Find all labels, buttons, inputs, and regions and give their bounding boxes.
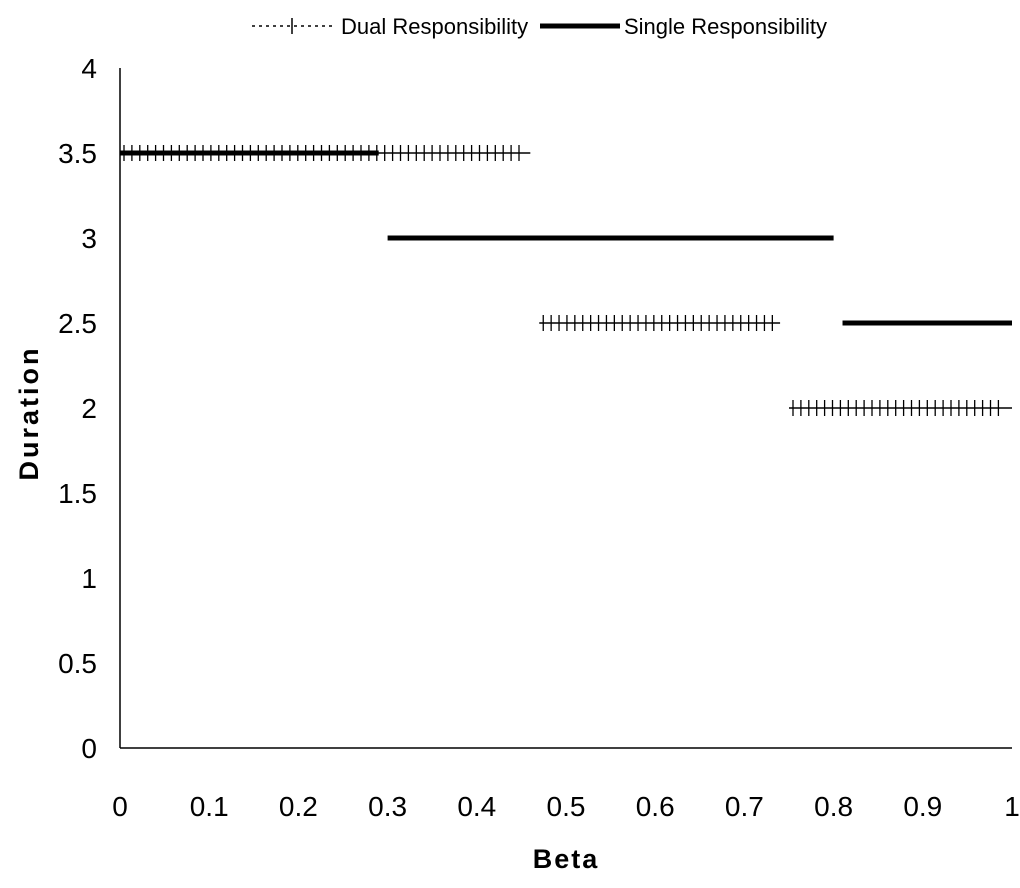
x-tick-labels: 0 0.1 0.2 0.3 0.4 0.5 0.6 0.7 0.8 0.9 1 (112, 791, 1020, 822)
x-tick-label: 0.5 (547, 791, 586, 822)
x-tick-label: 1 (1004, 791, 1020, 822)
y-tick-label: 0.5 (58, 648, 97, 679)
x-tick-label: 0.4 (457, 791, 496, 822)
y-tick-label: 2 (81, 393, 97, 424)
x-tick-label: 0.2 (279, 791, 318, 822)
x-tick-label: 0.6 (636, 791, 675, 822)
axes (119, 68, 1012, 749)
series-layer (120, 145, 1012, 416)
legend-dual-label: Dual Responsibility (341, 14, 528, 39)
x-axis-title: Beta (533, 844, 600, 874)
legend: Dual Responsibility Single Responsibility (252, 14, 827, 39)
y-tick-label: 1 (81, 563, 97, 594)
x-tick-label: 0.1 (190, 791, 229, 822)
y-tick-label: 3 (81, 223, 97, 254)
y-tick-labels: 0 0.5 1 1.5 2 2.5 3 3.5 4 (58, 53, 97, 764)
y-tick-label: 1.5 (58, 478, 97, 509)
series-single (120, 150, 1012, 326)
x-tick-label: 0.7 (725, 791, 764, 822)
x-tick-label: 0.3 (368, 791, 407, 822)
y-tick-label: 3.5 (58, 138, 97, 169)
x-tick-label: 0 (112, 791, 128, 822)
legend-single-label: Single Responsibility (624, 14, 827, 39)
y-tick-label: 2.5 (58, 308, 97, 339)
y-tick-label: 4 (81, 53, 97, 84)
y-axis-title: Duration (14, 346, 44, 481)
x-tick-label: 0.8 (814, 791, 853, 822)
series-dual (120, 145, 1012, 416)
y-tick-label: 0 (81, 733, 97, 764)
x-tick-label: 0.9 (903, 791, 942, 822)
